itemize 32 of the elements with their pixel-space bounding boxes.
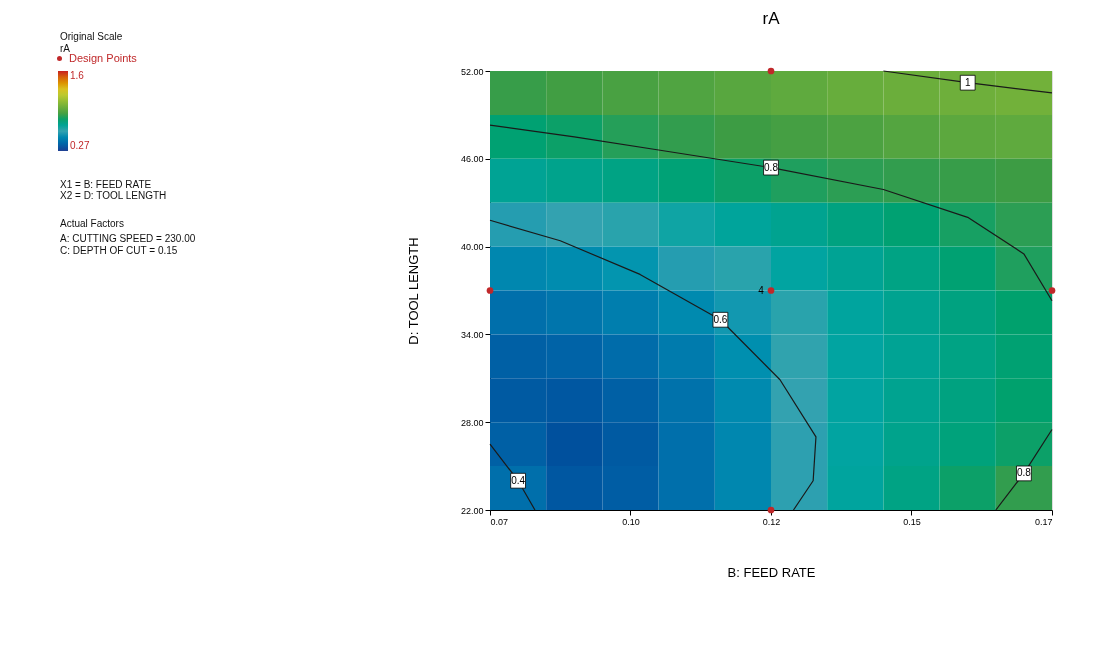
color-bar-label: 0.27	[70, 140, 90, 151]
annotation: 0.8	[1016, 467, 1032, 479]
y-tick-label: 40.00	[460, 242, 484, 253]
y-tick-label: 34.00	[460, 329, 484, 340]
annotation: 0.6	[713, 313, 728, 325]
text: C: DEPTH OF CUT = 0.15	[60, 245, 178, 256]
x-tick-label: 0.10	[622, 516, 640, 527]
x-tick-label: 0.15	[903, 516, 921, 527]
legend-title: rA	[60, 43, 71, 54]
line-series	[489, 124, 1053, 302]
annotation: 0.8	[764, 161, 779, 173]
text: Actual Factors	[60, 218, 124, 229]
line-series	[489, 219, 817, 511]
text: A: CUTTING SPEED = 230.00	[60, 233, 196, 244]
annotation: 4	[758, 284, 765, 296]
y-tick-label: 22.00	[460, 505, 484, 516]
color-bar-label: 1.6	[70, 70, 85, 81]
y-tick-label: 46.00	[460, 154, 484, 165]
x-tick-label: 0.12	[762, 516, 781, 527]
chart-title: rA	[762, 9, 781, 28]
annotation: 0.4	[511, 474, 526, 486]
y-tick-label: 28.00	[460, 417, 484, 428]
text: Original Scale	[60, 31, 123, 42]
text: X2 = D: TOOL LENGTH	[60, 190, 167, 201]
text: X1 = B: FEED RATE	[60, 179, 152, 190]
x-axis-title: B: FEED RATE	[727, 564, 816, 580]
y-tick-label: 52.00	[460, 66, 484, 77]
text: Design Points	[69, 51, 138, 64]
x-tick-label: 0.17	[1034, 516, 1053, 527]
y-axis-title: D: TOOL LENGTH	[405, 237, 421, 345]
x-tick-label: 0.07	[490, 516, 509, 527]
annotation: 1	[964, 76, 971, 88]
